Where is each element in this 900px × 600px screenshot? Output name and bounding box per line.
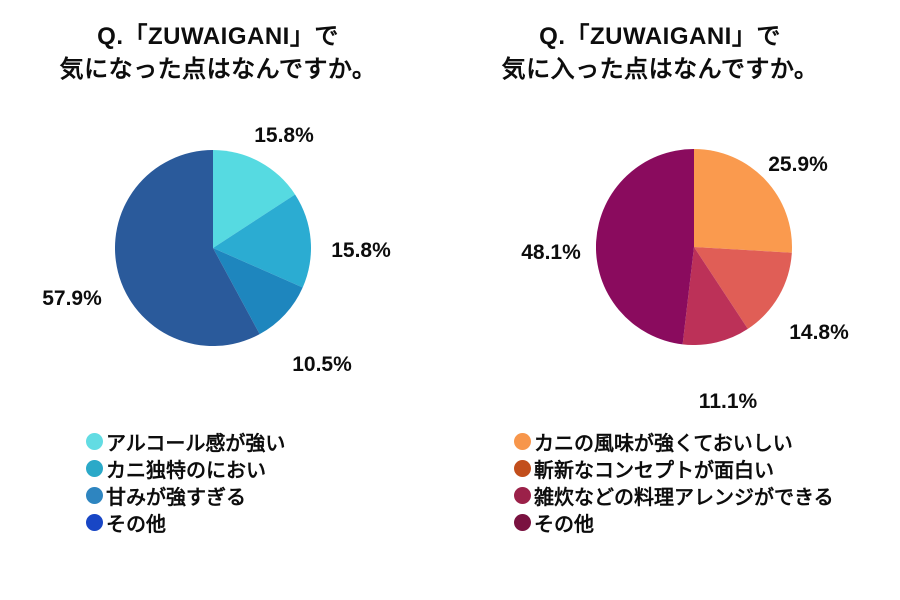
percent-label: 10.5% (292, 353, 352, 376)
legend-item-label: カニ独特のにおい (106, 460, 266, 482)
legend-item-label: 雑炊などの料理アレンジができる (534, 487, 834, 509)
legend-item-label: 甘みが強すぎる (106, 487, 246, 509)
legend-item: 斬新なコンセプトが面白い (514, 455, 834, 482)
chart-title-line-1: Q.「ZUWAIGANI」で (539, 23, 781, 50)
pie-slice (682, 247, 748, 345)
legend-item: カニ独特のにおい (86, 455, 285, 482)
legend: アルコール感が強い カニ独特のにおい 甘みが強すぎる その他 (86, 428, 285, 536)
percent-label: 48.1% (521, 241, 581, 264)
legend-item-label: 斬新なコンセプトが面白い (534, 460, 774, 482)
pie-slice (213, 194, 311, 288)
legend-item: 雑炊などの料理アレンジができる (514, 482, 834, 509)
pie-slice (213, 150, 296, 248)
legend-dot-icon (514, 514, 531, 531)
chart-title-line-1: Q.「ZUWAIGANI」で (97, 23, 339, 50)
legend-dot-icon (86, 460, 103, 477)
legend-dot-icon (514, 433, 531, 450)
legend-item-label: その他 (106, 514, 166, 536)
legend-item: その他 (514, 509, 834, 536)
percent-label: 15.8% (331, 239, 391, 262)
pie-slice (694, 149, 792, 253)
pie-slice (694, 247, 792, 329)
chart-title-line-2: 気に入った点はなんですか。 (501, 56, 819, 83)
percent-label: 57.9% (42, 287, 102, 310)
legend-item-label: アルコール感が強い (106, 433, 286, 455)
legend: カニの風味が強くておいしい 斬新なコンセプトが面白い 雑炊などの料理アレンジがで… (514, 428, 834, 536)
percent-label: 25.9% (768, 153, 828, 176)
chart-title: Q.「ZUWAIGANI」で 気になった点はなんですか。 (20, 20, 416, 86)
pie-chart (596, 149, 792, 345)
legend-item: 甘みが強すぎる (86, 482, 285, 509)
pie-slice (596, 149, 694, 345)
legend-dot-icon (86, 514, 103, 531)
percent-label: 14.8% (789, 321, 849, 344)
legend-item: アルコール感が強い (86, 428, 285, 455)
legend-dot-icon (514, 487, 531, 504)
pie-slice (213, 248, 303, 335)
pie-chart (115, 150, 311, 346)
legend-dot-icon (514, 460, 531, 477)
chart-title-line-2: 気になった点はなんですか。 (59, 56, 377, 83)
legend-item: カニの風味が強くておいしい (514, 428, 834, 455)
legend-item-label: カニの風味が強くておいしい (534, 433, 793, 455)
percent-label: 15.8% (254, 124, 314, 147)
legend-item-label: その他 (534, 514, 594, 536)
legend-dot-icon (86, 487, 103, 504)
legend-dot-icon (86, 433, 103, 450)
percent-label: 11.1% (698, 390, 758, 413)
chart-title: Q.「ZUWAIGANI」で 気に入った点はなんですか。 (470, 20, 850, 86)
legend-item: その他 (86, 509, 285, 536)
pie-slice (115, 150, 260, 346)
